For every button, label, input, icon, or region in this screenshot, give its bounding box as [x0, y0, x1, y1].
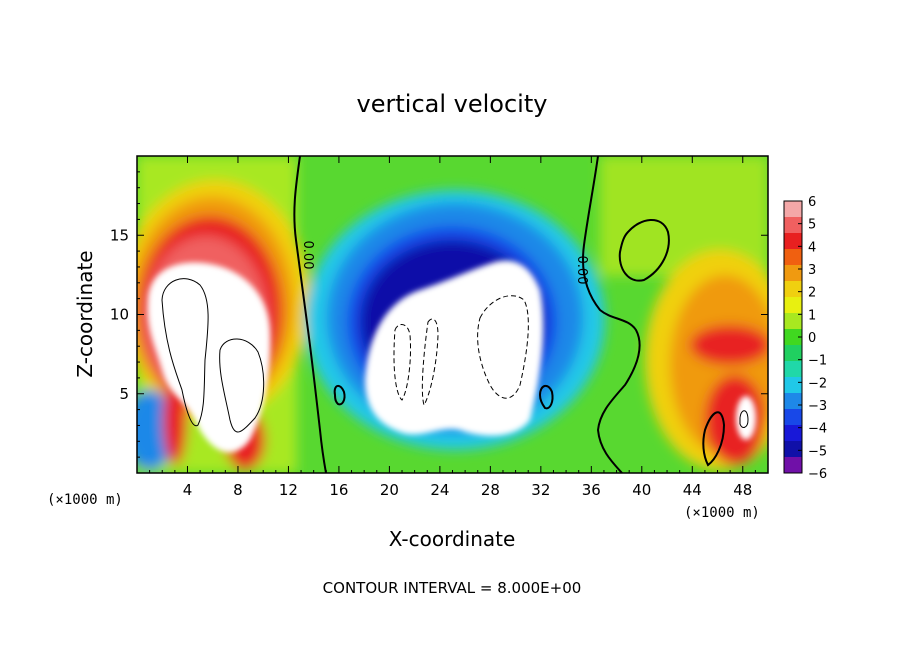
y-tick-label: 5 — [119, 385, 129, 403]
colorbar-tick-label: −3 — [808, 399, 827, 414]
colorbar-tick-label: −6 — [808, 467, 827, 482]
colorbar-segment — [784, 249, 802, 266]
x-tick-label: 32 — [531, 481, 550, 499]
x-axis-ticks: 4 8 12 16 20 24 28 32 36 40 44 48 — [149, 156, 756, 499]
colorbar-segment — [784, 441, 802, 458]
x-tick-label: 36 — [582, 481, 601, 499]
colorbar-segment — [784, 313, 802, 330]
colorbar-segment — [784, 345, 802, 362]
x-tick-label: 4 — [183, 481, 193, 499]
colorbar-tick-label: −5 — [808, 444, 827, 459]
x-units-left: (×1000 m) — [47, 492, 123, 508]
y-axis-ticks: 5 10 15 — [110, 171, 768, 458]
colorbar-segment — [784, 377, 802, 394]
colorbar-segment — [784, 217, 802, 234]
x-tick-label: 48 — [733, 481, 752, 499]
colorbar-segment — [784, 265, 802, 282]
x-tick-label: 44 — [683, 481, 702, 499]
colorbar-tick-label: −1 — [808, 354, 827, 369]
colorbar-tick-label: 6 — [808, 195, 816, 210]
colorbar-segment — [784, 233, 802, 250]
colorbar-segment — [784, 457, 802, 474]
colorbar-tick-label: 5 — [808, 218, 816, 233]
colorbar-segment — [784, 409, 802, 426]
y-tick-label: 15 — [110, 226, 129, 244]
colorbar-segment — [784, 281, 802, 298]
colorbar-tick-label: −4 — [808, 422, 827, 437]
colorbar-tick-label: 3 — [808, 263, 816, 278]
x-units-right: (×1000 m) — [684, 505, 760, 521]
x-tick-label: 12 — [279, 481, 298, 499]
heatmap-field — [137, 156, 768, 473]
colorbar-segment — [784, 361, 802, 378]
colorbar: 6 5 4 3 2 1 0 −1 −2 −3 −4 −5 −6 — [783, 195, 827, 482]
contour-interval-note: CONTOUR INTERVAL = 8.000E+00 — [323, 579, 582, 597]
y-tick-label: 10 — [110, 306, 129, 324]
x-tick-label: 28 — [481, 481, 500, 499]
contour-label-right: 0.00 — [574, 256, 589, 285]
colorbar-tick-label: 2 — [808, 286, 816, 301]
colorbar-segment — [784, 201, 802, 218]
x-tick-label: 16 — [329, 481, 348, 499]
x-tick-label: 8 — [233, 481, 243, 499]
contour-label-left: 0.00 — [300, 241, 315, 270]
colorbar-segment — [784, 425, 802, 442]
colorbar-tick-label: −2 — [808, 376, 827, 391]
colorbar-tick-label: 4 — [808, 240, 816, 255]
x-axis-label: X-coordinate — [389, 527, 516, 551]
x-tick-label: 20 — [380, 481, 399, 499]
y-axis-label: Z-coordinate — [73, 250, 97, 377]
x-tick-label: 24 — [430, 481, 449, 499]
colorbar-segment — [784, 329, 802, 346]
colorbar-segment — [784, 297, 802, 314]
chart-title: vertical velocity — [357, 90, 548, 118]
colorbar-tick-label: 0 — [808, 331, 816, 346]
x-tick-label: 40 — [632, 481, 651, 499]
colorbar-tick-label: 1 — [808, 308, 816, 323]
colorbar-segment — [784, 393, 802, 410]
contour-lines — [161, 156, 749, 473]
